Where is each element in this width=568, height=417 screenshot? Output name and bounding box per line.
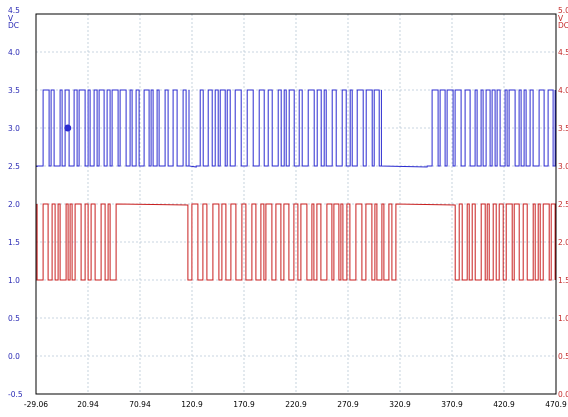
right-axis-unit-label: V bbox=[558, 14, 564, 23]
right-axis-tick-label: 4.0 bbox=[558, 86, 568, 95]
x-axis-tick-label: 270.9 bbox=[337, 400, 359, 409]
blue-trace-line bbox=[36, 89, 556, 168]
x-axis-tick-label: 70.94 bbox=[129, 400, 151, 409]
x-axis-tick-label: 420.9 bbox=[493, 400, 515, 409]
right-axis-tick-label: 0.5 bbox=[558, 352, 568, 361]
right-axis-tick-label: 1.0 bbox=[558, 314, 568, 323]
right-axis-tick-label: 2.0 bbox=[558, 238, 568, 247]
x-axis-tick-label: -29.06 bbox=[24, 400, 48, 409]
left-axis-tick-label: 0.5 bbox=[8, 314, 20, 323]
left-axis-tick-label: 3.0 bbox=[8, 124, 20, 133]
x-axis-tick-label: 170.9 bbox=[233, 400, 255, 409]
left-axis-tick-label: 3.5 bbox=[8, 86, 20, 95]
left-axis-tick-label: 2.5 bbox=[8, 162, 20, 171]
tick-labels: 4.5 4.0 3.5 3.0 2.5 2.0 1.5 1.0 0.5 0.0 -0.5 5.0 4.5… bbox=[8, 6, 568, 409]
x-axis-tick-label: 220.9 bbox=[285, 400, 307, 409]
x-axis-tick-label: 20.94 bbox=[77, 400, 99, 409]
right-axis-tick-label: 5.0 bbox=[558, 6, 568, 15]
left-axis-tick-label: 4.0 bbox=[8, 48, 20, 57]
red-trace-line bbox=[36, 203, 556, 281]
x-axis-tick-label: 370.9 bbox=[441, 400, 463, 409]
right-axis-tick-label: 3.0 bbox=[558, 162, 568, 171]
plot-frame bbox=[35, 13, 557, 395]
blue-trace-marker-point bbox=[64, 124, 72, 132]
right-axis-tick-label: 2.5 bbox=[558, 200, 568, 209]
left-axis-tick-label: 1.5 bbox=[8, 238, 20, 247]
left-axis-tick-label: 4.5 bbox=[8, 6, 20, 15]
left-axis-tick-label: 0.0 bbox=[8, 352, 20, 361]
left-axis-unit-label: DC bbox=[8, 21, 19, 30]
x-axis-tick-label: 470.9 bbox=[545, 400, 567, 409]
x-axis-tick-label: 320.9 bbox=[389, 400, 411, 409]
left-axis-tick-label: 1.0 bbox=[8, 276, 20, 285]
left-axis-tick-label: 2.0 bbox=[8, 200, 20, 209]
left-axis-tick-label: -0.5 bbox=[8, 390, 23, 399]
right-axis-tick-label: 0.0 bbox=[558, 390, 568, 399]
right-axis-tick-label: 3.5 bbox=[558, 124, 568, 133]
traces bbox=[36, 89, 556, 281]
right-axis-tick-label: 4.5 bbox=[558, 48, 568, 57]
x-axis-tick-label: 120.9 bbox=[181, 400, 203, 409]
right-axis-tick-label: 1.5 bbox=[558, 276, 568, 285]
left-axis-unit-label: V bbox=[8, 14, 14, 23]
right-axis-unit-label: DC bbox=[558, 21, 568, 30]
